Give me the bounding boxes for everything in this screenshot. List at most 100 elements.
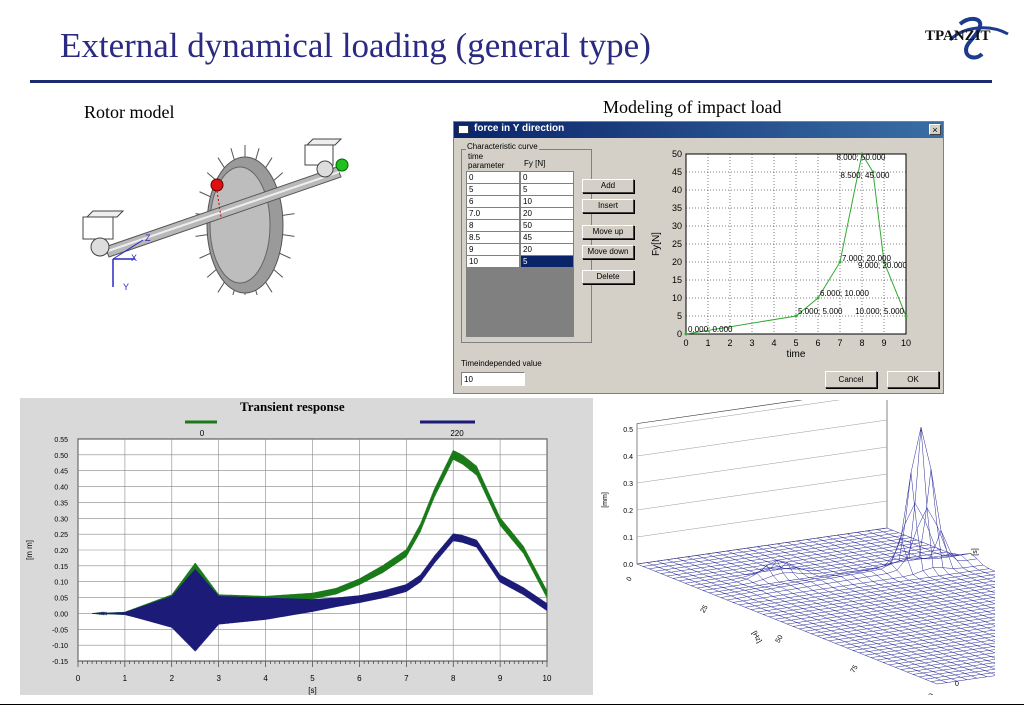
spectrum-surface-chart: 0.00.10.20.30.40.5[mm]0255075100[Hz]0510… xyxy=(602,400,995,695)
y-tick-label: 20 xyxy=(672,257,682,267)
mesh-line xyxy=(792,597,995,627)
table-row[interactable]: 10 5 xyxy=(466,256,574,268)
y-tick-label: 35 xyxy=(672,203,682,213)
mesh-line xyxy=(738,568,990,606)
force-point-marker xyxy=(210,178,224,192)
delete-button[interactable]: Delete xyxy=(582,270,634,284)
curve-table[interactable]: 0 0 5 5 6 10 7.0 20 8 50 8.5 45 9 20 10 5 xyxy=(466,171,574,337)
fy-cell[interactable]: 0 xyxy=(521,172,573,183)
time-cell[interactable]: 5 xyxy=(467,184,519,195)
turbine-blade xyxy=(255,290,258,295)
x-tick-label: 7 xyxy=(837,338,842,348)
turbine-blade xyxy=(232,290,235,295)
y-tick-label: 30 xyxy=(672,221,682,231)
axis-z-label: Z xyxy=(145,233,151,243)
table-row[interactable]: 7.0 20 xyxy=(466,208,574,220)
mesh-line xyxy=(786,593,995,625)
fy-cell[interactable]: 5 xyxy=(521,184,573,195)
y-tick-label: 0.10 xyxy=(54,580,68,587)
turbine-blade xyxy=(279,252,291,259)
turbine-blade xyxy=(265,157,273,169)
y-tick-label: 40 xyxy=(672,185,682,195)
mesh-line xyxy=(912,662,995,675)
x-tick-label: 9 xyxy=(881,338,886,348)
fy-cell[interactable]: 10 xyxy=(521,196,573,207)
x-tick-label: 75 xyxy=(850,664,860,674)
y-tick-label: 45 xyxy=(672,167,682,177)
response-series-220 xyxy=(92,533,548,652)
mesh-line xyxy=(768,584,995,618)
cancel-button[interactable]: Cancel xyxy=(825,371,877,388)
y-tick-label: 0.30 xyxy=(54,516,68,523)
x-tick-label: 5 xyxy=(310,674,315,683)
y-tick-label: 0.45 xyxy=(54,469,68,476)
z-tick-label: 0.3 xyxy=(623,481,633,488)
time-cell[interactable]: 10 xyxy=(467,256,519,267)
time-cell[interactable]: 0 xyxy=(467,172,519,183)
mesh-line xyxy=(894,652,995,668)
z-tick-label: 0.2 xyxy=(623,508,633,515)
y-axis-label: [m m] xyxy=(25,540,34,560)
mesh-line xyxy=(798,600,995,630)
fy-cell[interactable]: 5 xyxy=(521,256,573,267)
mesh-line xyxy=(672,542,924,579)
time-cell[interactable]: 6 xyxy=(467,196,519,207)
x-tick-label: 2 xyxy=(170,674,175,683)
insert-button[interactable]: Insert xyxy=(582,199,634,213)
close-icon[interactable]: × xyxy=(929,124,941,135)
turbine-blade xyxy=(282,213,295,216)
mesh-line xyxy=(666,539,918,577)
add-button[interactable]: Add xyxy=(582,179,634,193)
mesh-line xyxy=(762,580,995,615)
x-tick-label: 8 xyxy=(859,338,864,348)
y-tick-label: 25 xyxy=(672,239,682,249)
y-tick-label: 15 xyxy=(672,275,682,285)
table-row[interactable]: 8 50 xyxy=(466,220,574,232)
mesh-line xyxy=(660,537,912,574)
fy-cell[interactable]: 50 xyxy=(521,220,573,231)
x-tick-label: 50 xyxy=(775,634,785,644)
y-tick-label: -0.10 xyxy=(52,643,68,650)
mesh-line xyxy=(750,574,995,610)
dialog-titlebar[interactable]: force in Y direction × xyxy=(454,122,943,138)
x-tick-label: 4 xyxy=(263,674,268,683)
rotor-model-caption: Rotor model xyxy=(84,102,175,122)
gridline xyxy=(636,400,841,430)
mesh-line xyxy=(696,551,948,589)
x-tick-label: 0 xyxy=(683,338,688,348)
timeindepended-input[interactable]: 10 xyxy=(461,372,525,386)
point-annotation: 9.000; 20.000 xyxy=(858,261,907,270)
move-down-button[interactable]: Move down xyxy=(582,245,634,259)
time-cell[interactable]: 9 xyxy=(467,244,519,255)
bearing-right xyxy=(304,138,343,178)
x-tick-label: 6 xyxy=(815,338,820,348)
y-tick-label: 0.15 xyxy=(54,564,68,571)
axis-x-label: X xyxy=(131,253,137,263)
time-cell[interactable]: 8.5 xyxy=(467,232,519,243)
fy-cell[interactable]: 20 xyxy=(521,244,573,255)
y-tick-label: 0.20 xyxy=(54,548,68,555)
x-tick-label: 3 xyxy=(749,338,754,348)
mesh-line xyxy=(678,544,930,582)
move-up-button[interactable]: Move up xyxy=(582,225,634,239)
time-cell[interactable]: 7.0 xyxy=(467,208,519,219)
table-row[interactable]: 6 10 xyxy=(466,196,574,208)
time-cell[interactable]: 8 xyxy=(467,220,519,231)
mesh-line xyxy=(906,659,995,673)
z-tick-label: 0.4 xyxy=(623,454,633,461)
x-tick-label: 4 xyxy=(771,338,776,348)
force-dialog: force in Y direction × Characteristic cu… xyxy=(453,121,944,394)
fy-cell[interactable]: 45 xyxy=(521,232,573,243)
group-label: Characteristic curve xyxy=(466,142,539,151)
mesh-line xyxy=(834,619,995,644)
ok-button[interactable]: OK xyxy=(887,371,939,388)
data-point xyxy=(904,314,908,318)
fy-cell[interactable]: 20 xyxy=(521,208,573,219)
table-row[interactable]: 9 20 xyxy=(466,244,574,256)
x-tick-label: 7 xyxy=(404,674,409,683)
x-tick-label: 6 xyxy=(357,674,362,683)
force-curve-chart: 0 1 2 3 4 5 6 7 8 9 1005101520253035404550timeFy[N… xyxy=(651,149,911,360)
table-row[interactable]: 8.5 45 xyxy=(466,232,574,244)
